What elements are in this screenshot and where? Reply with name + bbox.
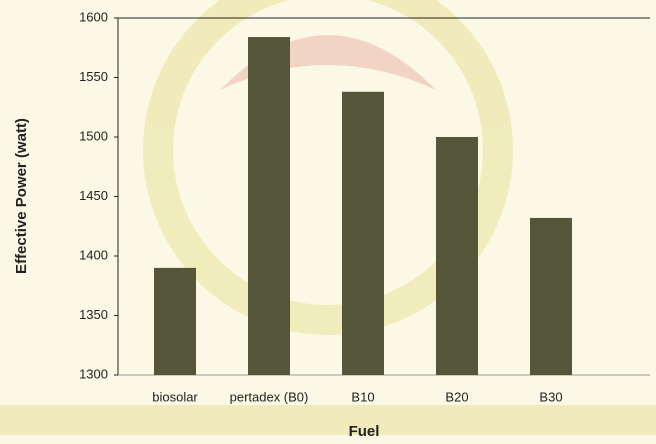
y-tick-label: 1350 [79, 307, 108, 322]
y-tick-label: 1450 [79, 188, 108, 203]
x-tick-label: biosolar [152, 389, 198, 404]
y-tick-label: 1500 [79, 128, 108, 143]
y-tick-label: 1600 [79, 9, 108, 24]
bar [530, 217, 572, 375]
bar [248, 37, 290, 375]
x-tick-label: B30 [539, 389, 562, 404]
bar [436, 137, 478, 375]
y-axis-title: Effective Power (watt) [13, 118, 30, 274]
bar [154, 267, 196, 375]
y-tick-label: 1400 [79, 247, 108, 262]
bar [342, 91, 384, 375]
y-tick-label: 1300 [79, 366, 108, 381]
x-tick-label: pertadex (B0) [230, 389, 309, 404]
x-tick-label: B20 [445, 389, 468, 404]
x-axis-title: Fuel [349, 423, 380, 440]
x-tick-label: B10 [351, 389, 374, 404]
y-tick-label: 1550 [79, 69, 108, 84]
